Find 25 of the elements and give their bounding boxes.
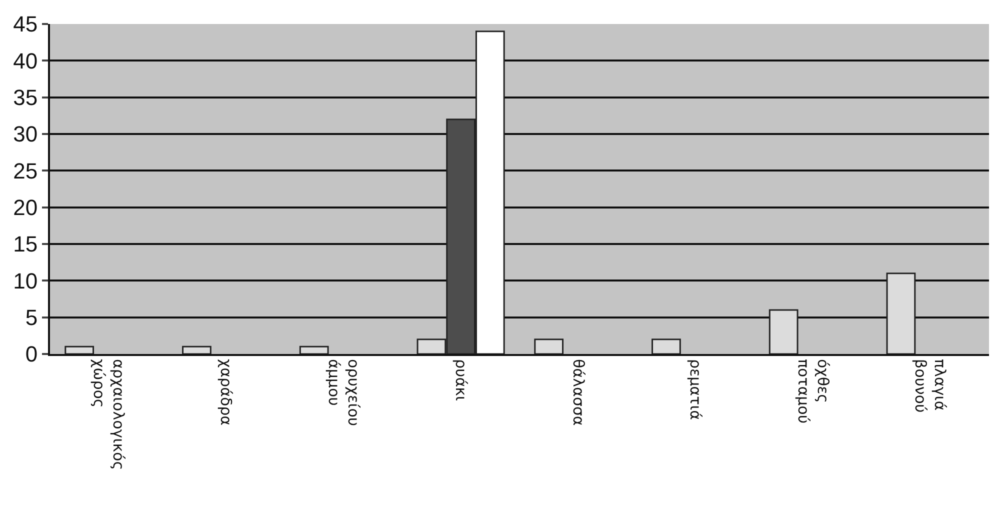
x-tick-label: ορυχείου άμμου (324, 359, 362, 426)
bar (886, 272, 916, 354)
y-tick-label: 35 (13, 85, 38, 110)
bar (768, 309, 798, 354)
y-tick-label: 45 (13, 12, 38, 37)
y-tick-label: 30 (13, 122, 38, 147)
x-tick-label: θάλασσα (569, 359, 588, 426)
y-tick-label: 20 (13, 195, 38, 220)
x-tick-label: αρχαιολογικός χώρος (90, 359, 128, 470)
x-tick-label: ρεματιά (686, 359, 705, 420)
x-tick-label: χαράδρα (217, 359, 236, 426)
y-tick-label: 25 (13, 158, 38, 184)
bar (652, 338, 681, 354)
y-tick-label: 40 (13, 48, 38, 74)
x-tick-label: ρυάκι (452, 359, 470, 402)
bar (64, 346, 94, 354)
y-tick-label: 0 (25, 342, 38, 367)
bar (182, 346, 212, 354)
y-tick-label: 5 (25, 305, 38, 330)
x-tick-label: πλαγιά βουνού (912, 359, 950, 413)
bar (534, 338, 564, 354)
bar (299, 346, 329, 354)
y-tick-label: 10 (13, 268, 38, 294)
y-tick-label: 15 (13, 232, 38, 257)
x-tick-label: όχθες ποταμού (794, 359, 832, 424)
